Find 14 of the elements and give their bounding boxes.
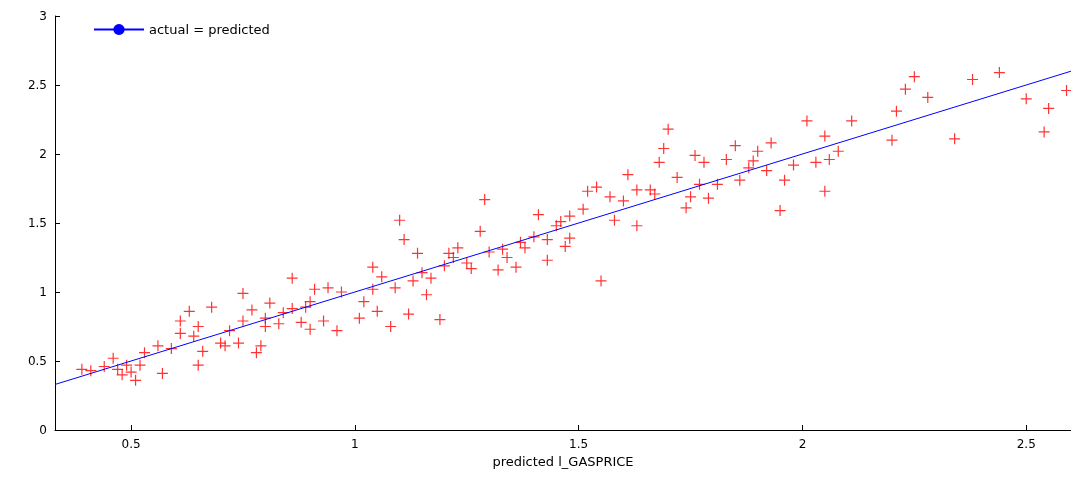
x-tick-label: 2.5: [1016, 437, 1036, 451]
x-tick-label: 0.5: [121, 437, 141, 451]
y-tick-label: 1: [39, 285, 47, 299]
x-tick-label: 1.5: [569, 437, 589, 451]
x-tick-label: 2: [798, 437, 807, 451]
y-tick-label: 2.5: [27, 78, 47, 92]
y-tick-label: 1.5: [27, 216, 47, 230]
y-tick-label: 0: [39, 423, 47, 437]
legend-label: actual = predicted: [149, 22, 270, 37]
y-tick-label: 2: [39, 147, 47, 161]
x-axis-title: predicted l_GASPRICE: [492, 454, 634, 469]
y-tick-label: 3: [39, 9, 47, 23]
x-tick-label: 1: [351, 437, 359, 451]
y-tick-label: 0.5: [27, 354, 47, 368]
